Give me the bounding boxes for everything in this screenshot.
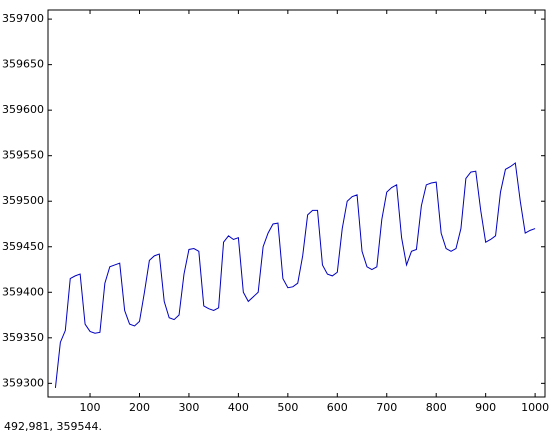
y-tick-label: 359550 [2,149,44,162]
y-tick-label: 359450 [2,240,44,253]
data-line [54,162,536,388]
plot-frame [47,9,546,398]
y-tick-label: 359300 [2,376,44,389]
y-tick-label: 359400 [2,285,44,298]
x-tick-label: 900 [475,401,496,414]
status-text: 492,981, 359544. [4,420,102,433]
x-tick-label: 700 [376,401,397,414]
x-tick-label: 300 [178,401,199,414]
x-tick-label: 100 [80,401,101,414]
x-tick-label: 200 [129,401,150,414]
y-tick-label: 359650 [2,58,44,71]
x-tick-label: 600 [327,401,348,414]
y-tick-label: 359700 [2,12,44,25]
y-tick-label: 359600 [2,103,44,116]
x-tick-label: 400 [228,401,249,414]
x-tick-label: 800 [426,401,447,414]
y-tick-label: 359350 [2,331,44,344]
x-tick-label: 500 [277,401,298,414]
x-tick-label: 1000 [521,401,549,414]
y-tick-label: 359500 [2,194,44,207]
